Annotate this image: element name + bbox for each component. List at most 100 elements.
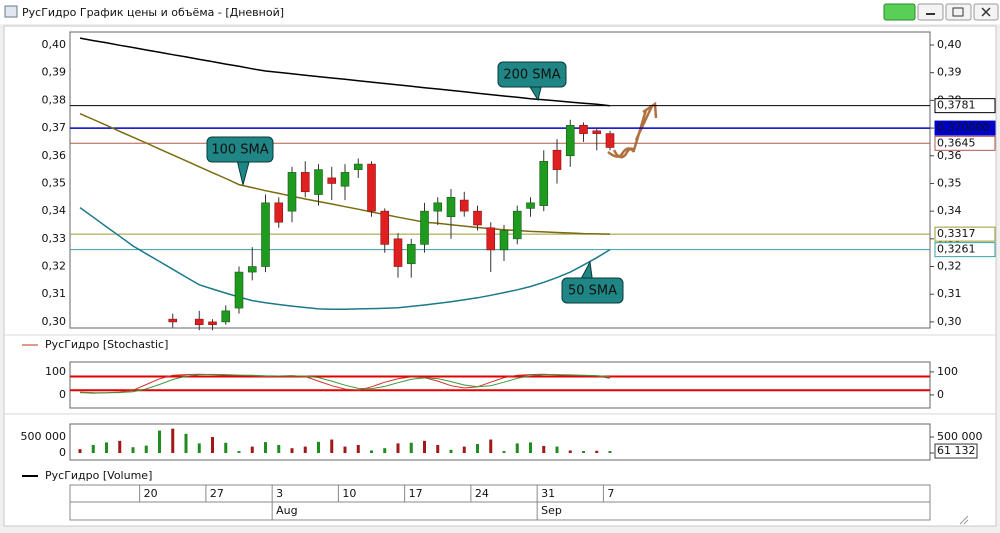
volume-bar [502,451,506,453]
candle-body [592,130,602,134]
y-tick-label-right: 0,35 [937,176,962,189]
callout-box [206,136,274,163]
candle-body [314,169,323,195]
window-title: РусГидро График цены и объёма - [Дневной… [22,6,284,19]
level-label: 0,3317 [937,227,976,240]
volume-bar [211,436,214,453]
volume-bar [383,448,387,453]
candle-body [433,202,443,212]
callout-text: 100 SMA [211,143,268,158]
volume-bar [370,450,373,453]
y-tick-label-right: 0,36 [937,149,962,162]
volume-bar [542,445,546,453]
volume-bar [608,451,612,453]
maximize-button[interactable] [945,3,972,21]
stochastic-frame [69,361,931,409]
x-tick-label: 20 [144,487,158,500]
month-label: Aug [276,504,297,517]
y-tick-label-right: 0,30 [937,315,962,328]
y-tick-label-right: 100 [937,365,958,378]
hand-arrow [634,101,658,141]
volume-bar [343,446,347,453]
candle-body [274,202,284,223]
volume-bar [264,442,267,453]
volume-bar [515,443,519,453]
candle-body [247,266,257,273]
candle-body [512,210,522,240]
level-label-box [934,242,996,258]
volume-bar [317,441,320,453]
x-tick-label: 31 [541,487,555,500]
candle-body [446,197,456,217]
candle-body [459,199,469,212]
x-tick-label: 3 [276,487,283,500]
volume-bar [144,445,148,453]
callout-text: 200 SMA [503,68,560,83]
level-label: 0,370000 [937,121,990,134]
volume-bar [105,442,108,453]
y-tick-label: 0,34 [42,204,67,217]
minimize-button[interactable] [917,3,944,21]
candle-body [486,227,496,251]
y-tick-label: 500 000 [21,430,67,443]
y-tick-label-right: 0,32 [937,260,962,273]
y-tick-label: 0 [59,446,66,459]
candle-body [261,202,270,267]
last-value-box [934,443,978,459]
volume-bar [131,447,135,453]
candle-body [499,230,509,251]
y-tick-label: 0,30 [42,315,67,328]
y-tick-label: 0,40 [42,38,67,51]
candle-body [579,125,588,134]
sma-line [79,206,611,310]
volume-bar [449,449,453,453]
x-tick-label: 10 [342,487,356,500]
volume-frame [69,423,931,461]
chart-panel [3,25,997,527]
volume-bar [158,430,161,453]
volume-bar [595,450,599,453]
candle-body [194,318,204,325]
y-tick-label: 0,33 [42,232,67,245]
volume-bar [237,451,241,453]
volume-bar [568,450,572,453]
candle-body [420,210,429,245]
y-tick-label: 0,36 [42,149,67,162]
volume-bar [78,449,82,453]
hand-arrow [607,109,648,159]
candle-body [234,271,244,309]
volume-bar [462,446,466,453]
y-tick-label: 0,31 [42,287,67,300]
y-tick-label-right: 0,31 [937,287,962,300]
sma-line [79,37,611,107]
volume-bar [489,439,493,453]
level-label: 0,3781 [937,99,976,112]
volume-bar [529,442,532,453]
candle-body [208,321,217,325]
level-label-box [934,135,996,151]
callout-text: 50 SMA [568,284,617,299]
title-bar [0,0,1000,24]
candle-body [353,163,363,170]
callout-box [561,277,624,304]
volume-bar [423,440,426,453]
volume-bar [250,446,254,453]
x-tick-label: 17 [409,487,423,500]
level-label: 0,3645 [937,136,976,149]
volume-bar [118,440,122,453]
level-label-box [934,226,996,242]
candle-body [367,163,376,212]
y-tick-label: 0,38 [42,93,67,106]
volume-bar [436,444,440,453]
x-tick-label: 7 [607,487,614,500]
volume-bar [330,439,334,453]
candle-body [473,210,482,226]
link-button[interactable] [883,3,916,21]
y-tick-label-right: 0 [937,388,944,401]
maximize-icon [952,7,964,17]
y-tick-label-right: 0,34 [937,204,962,217]
volume-bar [582,451,585,453]
volume-bar [356,444,360,453]
